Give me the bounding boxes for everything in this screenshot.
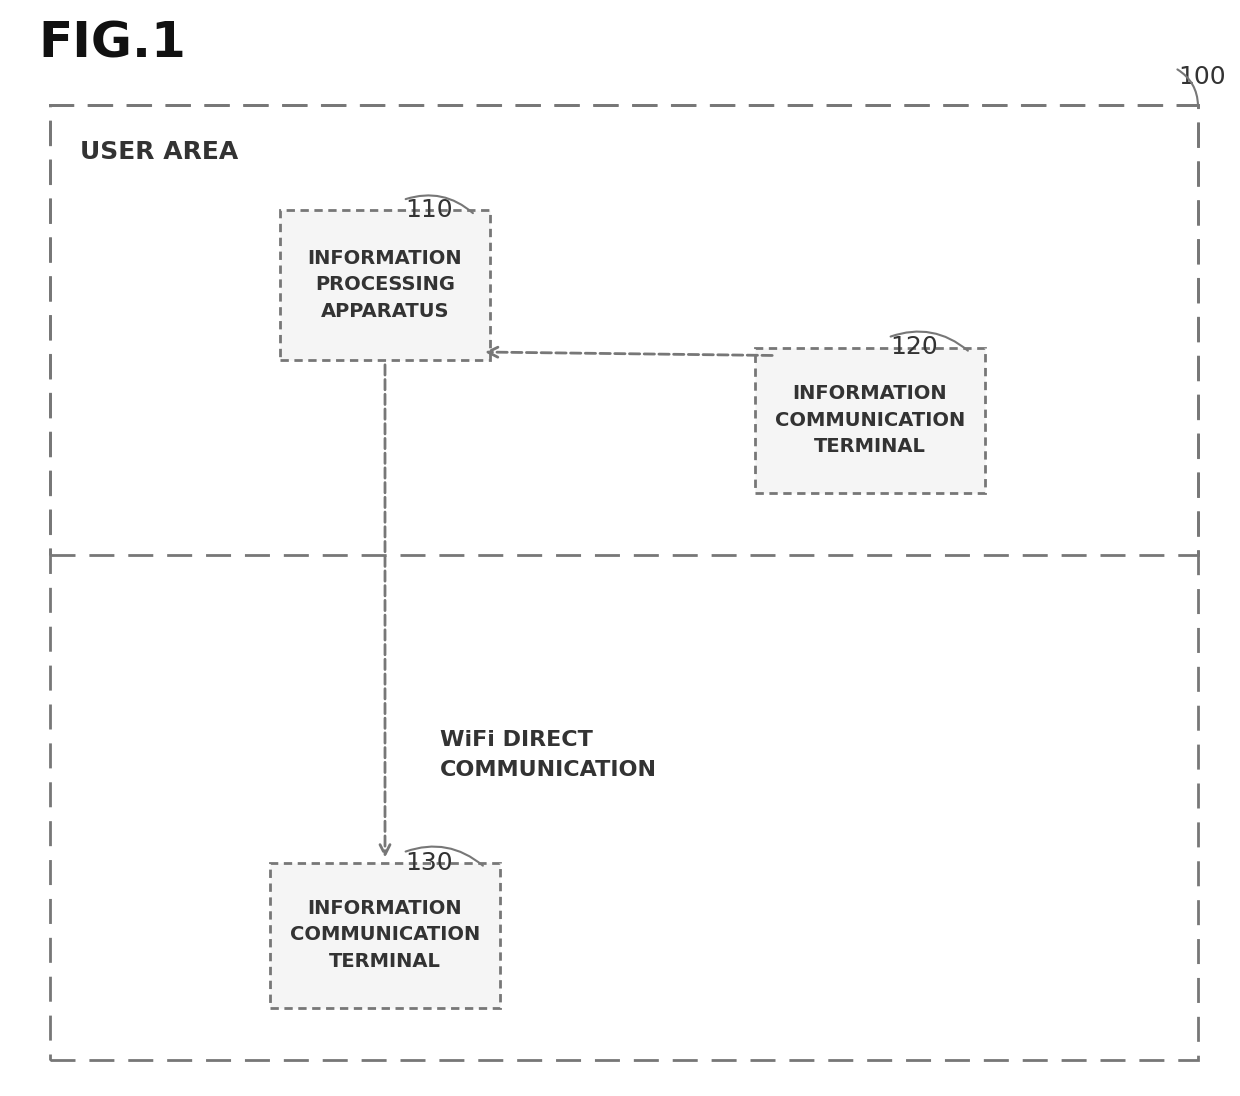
Text: FIG.1: FIG.1 <box>38 20 186 68</box>
Bar <box>280 210 490 359</box>
Text: 100: 100 <box>1178 65 1225 89</box>
Text: 130: 130 <box>405 850 453 875</box>
Bar <box>50 105 1198 555</box>
Bar <box>755 347 985 492</box>
Text: INFORMATION
COMMUNICATION
TERMINAL: INFORMATION COMMUNICATION TERMINAL <box>775 384 965 456</box>
Text: 120: 120 <box>890 335 937 359</box>
Text: 110: 110 <box>405 198 453 222</box>
Bar <box>50 105 1198 1060</box>
Text: USER AREA: USER AREA <box>81 140 238 164</box>
Bar <box>270 863 500 1007</box>
Text: WiFi DIRECT
COMMUNICATION: WiFi DIRECT COMMUNICATION <box>440 730 657 779</box>
Text: INFORMATION
COMMUNICATION
TERMINAL: INFORMATION COMMUNICATION TERMINAL <box>290 899 480 971</box>
Text: INFORMATION
PROCESSING
APPARATUS: INFORMATION PROCESSING APPARATUS <box>308 249 463 321</box>
